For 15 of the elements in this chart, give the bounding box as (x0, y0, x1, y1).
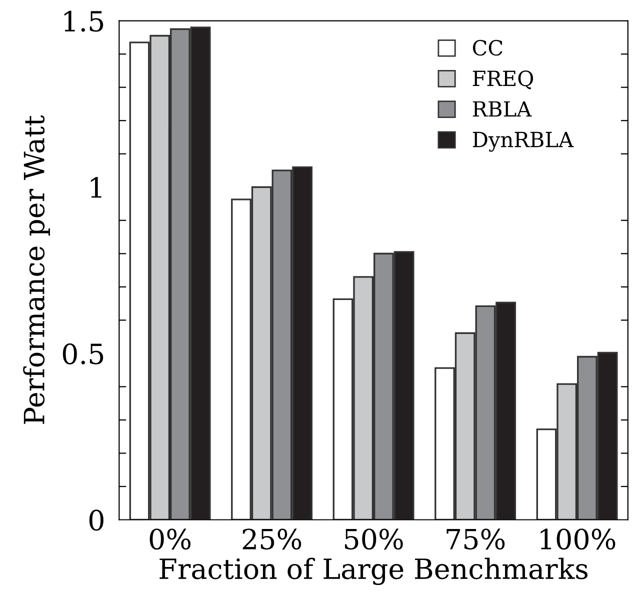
y-tick-label: 1 (90, 177, 102, 198)
y-tick-label: 0.5 (62, 343, 104, 364)
x-tick-label: 25% (242, 528, 302, 550)
y-axis-title: Performance per Watt (23, 115, 50, 424)
x-axis-title: Fraction of Large Benchmarks (160, 558, 588, 586)
x-tick-label: 50% (345, 528, 403, 550)
x-tick-label: 100% (540, 528, 616, 550)
legend-label: RBLA (472, 101, 532, 117)
legend-label: CC (472, 40, 502, 56)
x-tick-label: 75% (446, 528, 505, 550)
x-tick-label: 0% (150, 528, 191, 550)
legend-label: DynRBLA (472, 132, 574, 152)
y-tick-label: 0 (89, 510, 104, 531)
y-tick-label: 1.5 (64, 10, 104, 32)
legend-label: FREQ (472, 70, 534, 90)
